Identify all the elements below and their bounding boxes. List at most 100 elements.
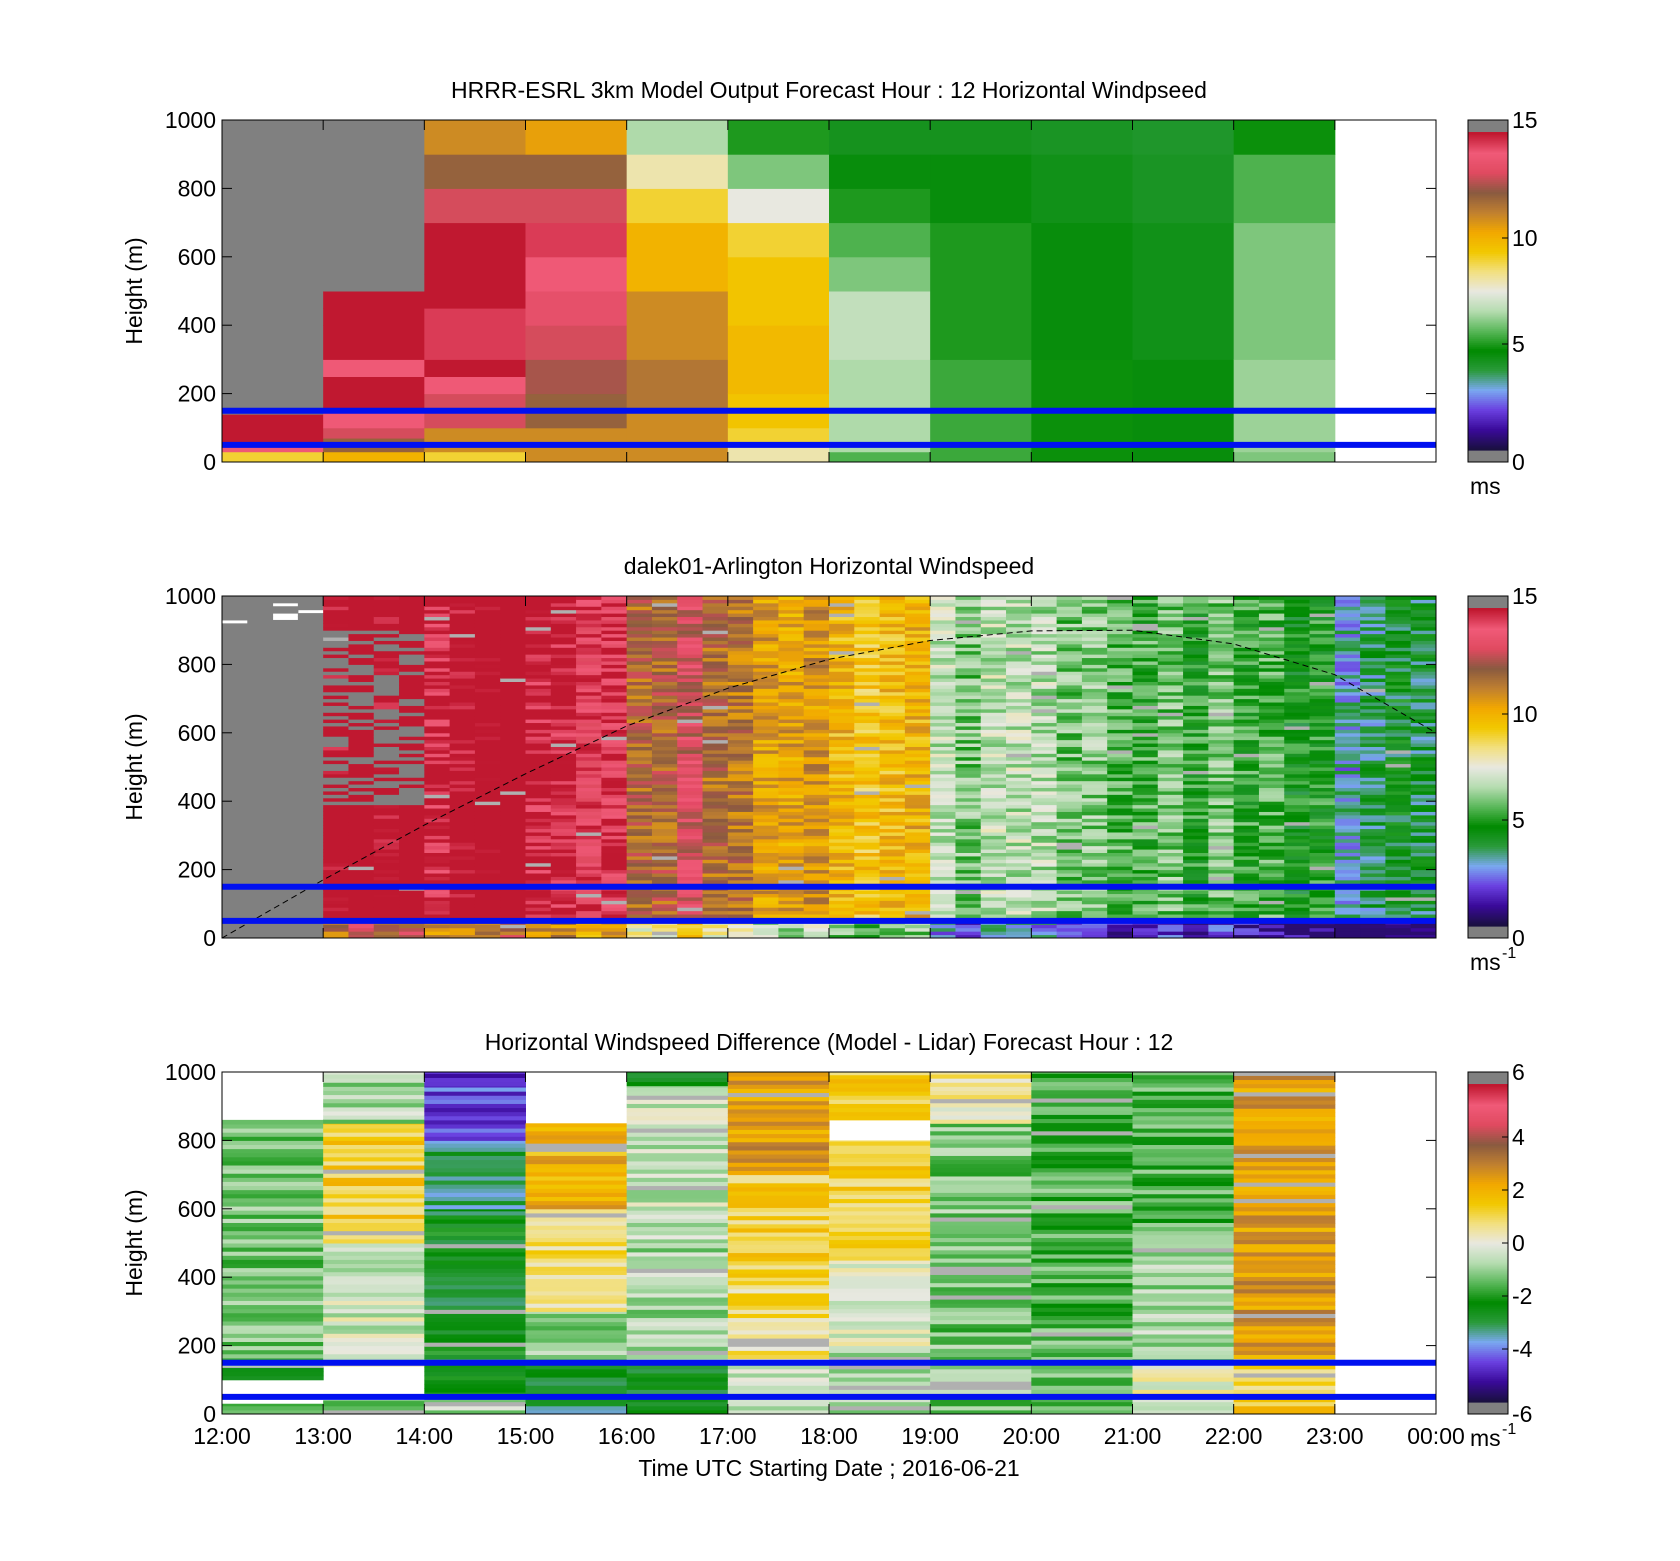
colorbar-band [1468,330,1508,334]
heatmap-cell [323,657,349,662]
heatmap-cell [1208,890,1235,895]
heatmap-cell [247,630,274,635]
heatmap-cell [626,927,653,932]
heatmap-cell [550,691,577,696]
heatmap-cell [550,869,577,874]
heatmap-cell [803,678,830,682]
heatmap-cell [500,893,526,898]
heatmap-cell [1233,660,1260,665]
heatmap-cell [525,749,552,754]
heatmap-cell [247,725,274,730]
heatmap-cell [677,712,704,717]
heatmap-cell [930,616,956,621]
heatmap-cell [1258,613,1285,618]
heatmap-cell [727,873,754,877]
heatmap-cell [1385,623,1412,628]
colorbar-band [1468,350,1508,354]
heatmap-cell [651,664,678,669]
heatmap-cell [1334,746,1361,751]
heatmap-cell [348,667,375,672]
heatmap-cell [1107,602,1133,607]
heatmap-cell [222,596,248,600]
heatmap-cell [1233,869,1260,874]
heatmap-cell [727,712,754,717]
heatmap-cell [1334,814,1361,819]
heatmap-cell [399,756,425,761]
heatmap-cell [626,756,653,761]
heatmap-cell [753,637,779,641]
heatmap-cell [474,855,501,860]
colorbar-band [1468,197,1508,201]
heatmap-cell [955,780,982,785]
heatmap-cell [1233,120,1336,155]
heatmap-cell [576,773,602,778]
heatmap-cell [272,903,299,908]
heatmap-cell [829,797,855,802]
colorbar-band [1468,157,1508,161]
heatmap-cell [222,637,248,641]
heatmap-cell [1006,613,1032,618]
heatmap-cell [1385,924,1412,929]
heatmap-cell [829,732,855,737]
colorbar-band [1468,219,1508,223]
heatmap-cell [1081,712,1108,717]
heatmap-cell [753,715,779,720]
heatmap-cell [272,640,299,645]
heatmap-cell [1309,869,1336,874]
heatmap-cell [904,749,931,754]
heatmap-cell [1309,715,1336,720]
heatmap-cell [222,866,248,871]
heatmap-cell [1031,667,1058,672]
heatmap-cell [1107,879,1133,884]
heatmap-cell [727,667,754,672]
heatmap-cell [1334,794,1361,799]
heatmap-cell [753,784,779,789]
heatmap-cell [753,838,779,843]
heatmap-cell [297,630,324,635]
heatmap-cell [1208,852,1235,857]
heatmap-cell [576,705,602,710]
heatmap-cell [1056,845,1083,850]
heatmap-cell [525,931,552,936]
heatmap-cell [980,849,1007,853]
heatmap-cell [753,770,779,775]
heatmap-cell [323,743,349,747]
heatmap-cell [1385,907,1412,912]
heatmap-cell [626,654,653,659]
heatmap-cell [1031,753,1058,758]
heatmap-cell [222,811,248,816]
heatmap-cell [980,698,1007,703]
heatmap-cell [1132,756,1159,761]
heatmap-cell [424,684,451,689]
heatmap-cell [1056,633,1083,638]
heatmap-cell [348,756,375,761]
heatmap-cell [550,907,577,912]
heatmap-cell [955,804,982,809]
heatmap-cell [980,903,1007,908]
heatmap-cell [1031,842,1058,847]
heatmap-cell [727,927,754,932]
heatmap-cell [323,756,349,761]
heatmap-cell [1157,890,1184,895]
heatmap-cell [424,896,451,901]
heatmap-cell [500,845,526,850]
heatmap-cell [1132,780,1159,785]
heatmap-cell [1334,828,1361,833]
heatmap-cell [500,852,526,857]
heatmap-cell [247,890,274,895]
heatmap-cell [550,828,577,833]
heatmap-cell [1031,732,1058,737]
heatmap-cell [1132,811,1159,816]
heatmap-cell [576,743,602,747]
heatmap-cell [854,790,881,795]
heatmap-cell [753,712,779,717]
heatmap-cell [576,838,602,843]
heatmap-cell [626,684,653,689]
heatmap-cell [702,903,729,908]
heatmap-cell [1334,650,1361,655]
heatmap-cell [1056,643,1083,648]
heatmap-cell [247,654,274,659]
heatmap-cell [601,643,628,648]
heatmap-cell [829,599,855,604]
heatmap-cell [1258,842,1285,847]
